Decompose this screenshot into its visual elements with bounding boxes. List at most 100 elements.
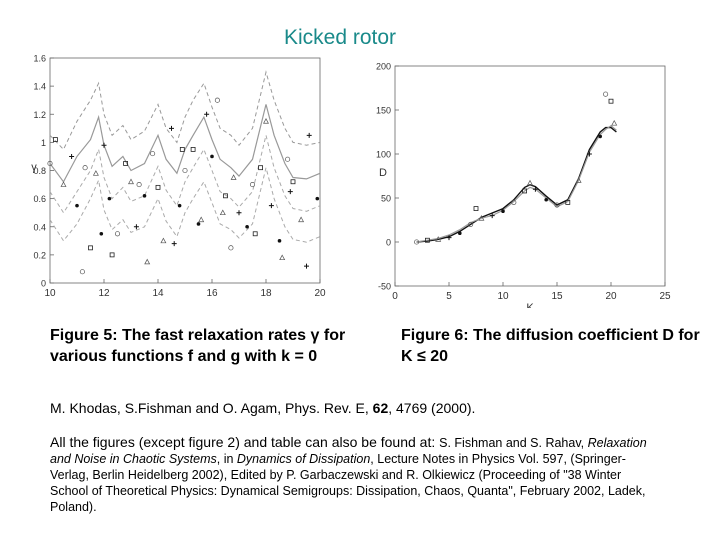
data-point bbox=[128, 178, 134, 185]
data-point bbox=[114, 231, 121, 237]
y-tick-label: 0 bbox=[41, 279, 46, 289]
data-point bbox=[69, 153, 75, 159]
data-point bbox=[306, 132, 312, 138]
plot-frame bbox=[49, 57, 321, 284]
data-point bbox=[236, 210, 242, 216]
data-point bbox=[88, 245, 93, 251]
data-point bbox=[75, 203, 79, 208]
data-point bbox=[315, 196, 320, 201]
x-tick-label: 15 bbox=[551, 291, 563, 302]
data-point bbox=[468, 221, 474, 227]
data-point bbox=[223, 193, 228, 199]
note-lead: All the figures (except figure 2) and ta… bbox=[50, 434, 440, 450]
data-point bbox=[435, 236, 442, 242]
y-tick-label: 150 bbox=[376, 106, 391, 116]
data-point bbox=[219, 209, 226, 216]
data-point bbox=[144, 258, 151, 265]
data-point bbox=[298, 216, 305, 223]
data-point bbox=[204, 111, 210, 117]
x-tick-label: 25 bbox=[659, 291, 671, 302]
data-point bbox=[478, 214, 485, 221]
data-point bbox=[142, 194, 147, 198]
figure-5-caption: Figure 5: The fast relaxation rates γ fo… bbox=[50, 327, 346, 365]
y-tick-label: 0.6 bbox=[33, 194, 46, 204]
data-point bbox=[575, 177, 582, 183]
y-tick-label: 1.4 bbox=[33, 82, 46, 92]
reference: M. Khodas, S.Fishman and O. Agam, Phys. … bbox=[50, 400, 475, 416]
y-tick-label: 50 bbox=[381, 194, 391, 204]
reference-tail: , 4769 (2000). bbox=[388, 400, 476, 416]
x-tick-label: 20 bbox=[314, 288, 326, 299]
data-point bbox=[277, 239, 282, 243]
data-point bbox=[133, 224, 139, 230]
y-tick-label: 100 bbox=[376, 150, 391, 160]
data-point bbox=[230, 174, 237, 180]
reference-text: M. Khodas, S.Fishman and O. Agam, Phys. … bbox=[50, 400, 373, 416]
data-point bbox=[82, 165, 88, 171]
data-point bbox=[177, 203, 182, 208]
data-point bbox=[245, 224, 249, 229]
y-axis-label: D bbox=[379, 167, 387, 179]
data-point bbox=[304, 263, 309, 269]
data-point bbox=[414, 239, 420, 245]
data-point bbox=[489, 213, 495, 219]
y-tick-label: 200 bbox=[376, 62, 391, 72]
data-point bbox=[425, 237, 430, 243]
data-point bbox=[603, 91, 609, 97]
data-point bbox=[160, 237, 167, 244]
series-line bbox=[49, 104, 321, 183]
data-point bbox=[290, 179, 296, 185]
data-point bbox=[190, 147, 196, 152]
data-point bbox=[598, 134, 602, 139]
note-tail: , Lecture Notes in Physics Vol. 597, (Sp… bbox=[50, 452, 646, 514]
figure-6-chart: 0 5 10 15 20 25 -50 0 50 100 150 200 K D bbox=[365, 58, 677, 315]
series-line bbox=[416, 126, 617, 243]
data-point bbox=[608, 98, 614, 104]
data-point bbox=[458, 231, 462, 235]
x-tick-label: 12 bbox=[98, 288, 110, 299]
data-point bbox=[155, 184, 161, 190]
x-tick-label: 16 bbox=[206, 288, 218, 299]
y-tick-label: 1.2 bbox=[33, 110, 46, 120]
note-book-title: Relaxation and Noise in Chaotic Systems bbox=[50, 436, 647, 466]
series-line bbox=[416, 125, 617, 243]
data-point bbox=[554, 202, 560, 208]
series-line bbox=[49, 135, 321, 214]
data-point bbox=[169, 125, 174, 131]
reference-volume: 62 bbox=[372, 400, 389, 416]
data-point bbox=[210, 154, 214, 159]
x-axis-label: K bbox=[526, 302, 534, 308]
x-tick-label: 10 bbox=[497, 291, 509, 302]
data-point bbox=[150, 151, 156, 157]
note-mid: , in bbox=[216, 452, 237, 466]
figure-6-caption: Figure 6: The diffusion coefficient D fo… bbox=[401, 327, 700, 365]
data-point bbox=[101, 142, 107, 148]
x-tick-label: 20 bbox=[605, 291, 617, 302]
data-point bbox=[52, 137, 58, 142]
note-authors: S. Fishman and S. Rahav, bbox=[439, 436, 588, 450]
y-tick-label: 0.4 bbox=[33, 222, 46, 232]
data-point bbox=[196, 222, 201, 226]
data-point bbox=[109, 252, 115, 258]
y-tick-label: 1 bbox=[41, 138, 46, 148]
x-tick-label: 10 bbox=[44, 288, 56, 299]
data-point bbox=[544, 197, 548, 202]
data-point bbox=[182, 167, 188, 174]
x-tick-label: 5 bbox=[446, 291, 452, 302]
data-point bbox=[586, 151, 592, 157]
y-axis-label: γ bbox=[31, 162, 37, 174]
data-point bbox=[252, 231, 258, 237]
x-axis-label: K bbox=[181, 299, 189, 300]
x-tick-label: 0 bbox=[392, 291, 398, 302]
source-note: All the figures (except figure 2) and ta… bbox=[50, 434, 650, 515]
data-point bbox=[511, 199, 517, 205]
data-point bbox=[611, 119, 618, 126]
data-point bbox=[99, 231, 104, 236]
note-series-title: Dynamics of Dissipation bbox=[236, 452, 371, 466]
x-tick-label: 14 bbox=[152, 288, 164, 299]
data-point bbox=[79, 269, 85, 275]
plot-frame bbox=[394, 65, 666, 287]
figure-5-chart: 10 12 14 16 18 20 0 0.2 0.4 0.6 0.8 1 1.2 1.4 1.6 Kγ bbox=[28, 50, 328, 312]
data-point bbox=[171, 241, 177, 247]
